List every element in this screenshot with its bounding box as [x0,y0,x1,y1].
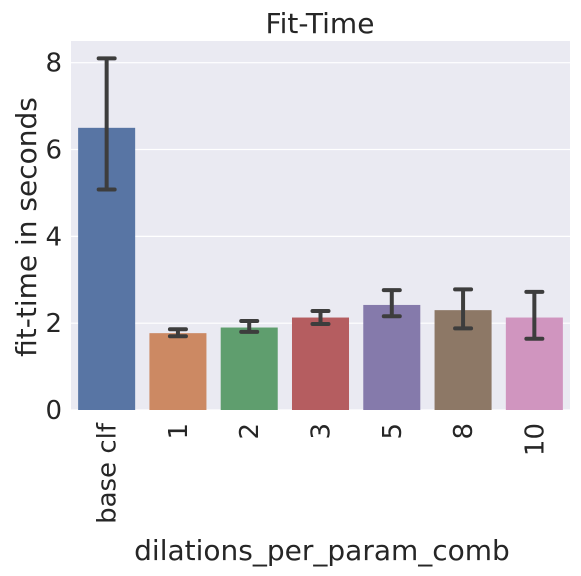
bar [220,327,278,410]
x-tick-labels: base clf 1 2 3 5 8 10 [93,422,551,524]
x-tick-label: 3 [307,423,337,440]
y-axis-label: fit-time in seconds [10,97,43,357]
bar [363,304,421,410]
x-tick-label: base clf [93,422,123,524]
y-tick-label: 2 [45,309,62,339]
y-tick-labels: 0 2 4 6 8 [45,49,62,426]
bars [78,127,563,410]
y-tick-label: 4 [45,222,62,252]
error-bars [96,56,545,341]
y-tick-label: 8 [45,49,62,79]
x-axis-label: dilations_per_param_comb [134,534,510,567]
bar [291,317,350,410]
x-tick-label: 5 [378,423,408,440]
x-tick-label: 2 [235,423,265,440]
y-tick-label: 6 [45,136,62,166]
bar [149,333,207,410]
x-tick-label: 1 [164,423,194,440]
y-tick-label: 0 [45,396,62,426]
chart-title: Fit-Time [266,7,375,40]
x-tick-label: 8 [449,423,479,440]
x-tick-label: 10 [520,423,550,456]
